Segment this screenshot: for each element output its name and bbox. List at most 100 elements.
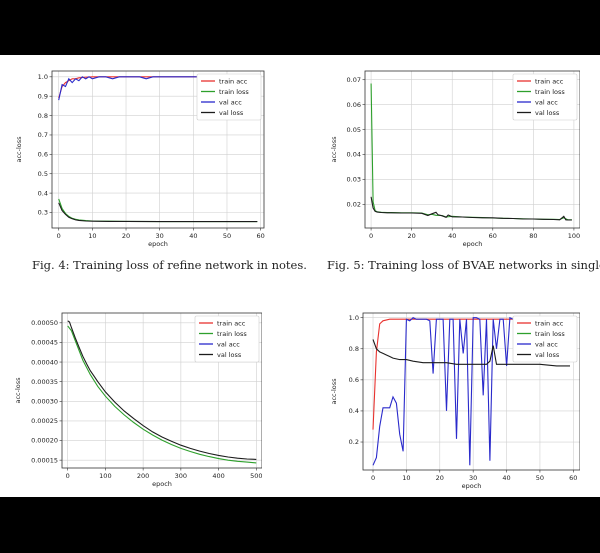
legend-label: val loss xyxy=(535,109,560,117)
axes-frame xyxy=(51,70,265,229)
axes-frame xyxy=(364,70,580,229)
legend-label: train acc xyxy=(217,319,246,327)
legend-label: val acc xyxy=(217,340,240,348)
legend-label: val acc xyxy=(219,98,242,106)
y-tick-label: 0.00045 xyxy=(31,339,58,347)
series-line-val-loss xyxy=(372,339,570,367)
y-tick-label: 1.0 xyxy=(349,314,359,322)
x-tick-label: 10 xyxy=(88,232,96,240)
y-tick-label: 0.4 xyxy=(38,189,48,197)
legend-label: train loss xyxy=(535,330,565,338)
x-tick-label: 100 xyxy=(99,472,111,480)
x-tick-label: 0 xyxy=(66,472,70,480)
x-axis-label: epoch xyxy=(152,480,172,488)
y-tick-label: 0.9 xyxy=(38,92,48,100)
y-tick-label: 0.8 xyxy=(349,345,359,353)
x-tick-label: 20 xyxy=(436,474,444,482)
figure-5-caption: Fig. 5: Training loss of BVAE networks i… xyxy=(327,258,600,272)
y-tick-label: 0.6 xyxy=(349,376,359,384)
y-tick-label: 0.00050 xyxy=(31,319,58,327)
legend-box xyxy=(194,315,260,363)
x-tick-label: 60 xyxy=(256,232,264,240)
x-tick-label: 60 xyxy=(489,232,497,240)
chart-bvae-networks: 0 20 40 60 80 100 0.02 0.03 0.04 0.05 0.06 0.07 epoc… xyxy=(330,70,580,248)
y-tick-label: 0.00020 xyxy=(31,437,58,445)
y-tick-label: 0.00035 xyxy=(31,378,58,386)
legend-box xyxy=(512,315,578,363)
y-tick-label: 0.00040 xyxy=(31,358,58,366)
y-tick-label: 0.2 xyxy=(349,438,359,446)
x-tick-label: 10 xyxy=(402,474,410,482)
y-tick-label: 0.05 xyxy=(347,126,361,134)
legend-label: train loss xyxy=(217,330,247,338)
x-tick-label: 300 xyxy=(175,472,187,480)
y-tick-label: 0.06 xyxy=(347,101,361,109)
series-line-val-loss xyxy=(370,196,572,221)
y-axis-label: acc-loss xyxy=(330,136,338,163)
y-tick-label: 0.07 xyxy=(347,76,361,84)
y-tick-label: 0.6 xyxy=(38,151,48,159)
legend-box xyxy=(512,73,578,121)
y-tick-label: 0.8 xyxy=(38,112,48,120)
y-tick-label: 0.3 xyxy=(38,209,48,217)
y-tick-label: 0.00030 xyxy=(31,397,58,405)
x-tick-label: 40 xyxy=(502,474,510,482)
legend-label: train acc xyxy=(535,77,564,85)
x-tick-label: 20 xyxy=(408,232,416,240)
y-axis-label: acc-loss xyxy=(15,136,23,163)
series-line-train-loss xyxy=(67,325,257,464)
legend-label: train acc xyxy=(219,77,248,85)
chart-bottom-left: 0 100 200 300 400 500 0.00015 0.00020 0.00025 0.0… xyxy=(14,312,262,488)
x-tick-label: 80 xyxy=(529,232,537,240)
chart-bottom-right: 0 10 20 30 40 50 60 0.2 0.4 0.6 0.8 1.0 epoch acc-los… xyxy=(330,312,580,490)
series-line-val-acc xyxy=(372,316,527,466)
x-tick-label: 30 xyxy=(156,232,164,240)
x-tick-label: 0 xyxy=(369,232,373,240)
legend-label: val acc xyxy=(535,98,558,106)
x-tick-label: 40 xyxy=(448,232,456,240)
x-tick-label: 30 xyxy=(469,474,477,482)
y-tick-label: 0.00015 xyxy=(31,456,58,464)
series-line-val-loss xyxy=(67,320,257,460)
legend-box xyxy=(196,73,262,121)
legend-label: val loss xyxy=(535,351,560,359)
figure-4-caption: Fig. 4: Training loss of refine network … xyxy=(32,258,307,272)
chart-refine-network: 0 10 20 30 40 50 60 0.3 0.4 0.5 0.6 0.7 0.8 0.9 1.0 epo… xyxy=(15,70,265,248)
axes-frame xyxy=(362,312,580,471)
x-axis-label: epoch xyxy=(463,240,483,248)
series-line-train-loss xyxy=(58,198,258,223)
y-tick-label: 0.04 xyxy=(347,151,361,159)
x-tick-label: 20 xyxy=(122,232,130,240)
x-tick-label: 50 xyxy=(223,232,231,240)
x-axis-label: epoch xyxy=(148,240,168,248)
legend-label: val acc xyxy=(535,340,558,348)
x-tick-label: 400 xyxy=(212,472,224,480)
x-tick-label: 50 xyxy=(536,474,544,482)
series-line-val-acc xyxy=(58,76,217,101)
series-line-val-loss xyxy=(58,202,258,223)
y-axis-label: acc-loss xyxy=(14,377,22,404)
x-tick-label: 0 xyxy=(371,474,375,482)
y-tick-label: 0.03 xyxy=(347,176,361,184)
y-tick-label: 0.5 xyxy=(38,170,48,178)
x-tick-label: 0 xyxy=(57,232,61,240)
y-tick-label: 0.00025 xyxy=(31,417,58,425)
legend-label: train loss xyxy=(219,88,249,96)
x-tick-label: 500 xyxy=(250,472,262,480)
y-tick-label: 0.4 xyxy=(349,407,359,415)
axes-frame xyxy=(61,312,262,469)
x-tick-label: 100 xyxy=(568,232,580,240)
x-tick-label: 40 xyxy=(189,232,197,240)
legend-label: val loss xyxy=(219,109,244,117)
x-tick-label: 200 xyxy=(137,472,149,480)
x-tick-label: 60 xyxy=(569,474,577,482)
y-axis-label: acc-loss xyxy=(330,378,338,405)
y-tick-label: 1.0 xyxy=(38,73,48,81)
y-tick-label: 0.7 xyxy=(38,131,48,139)
legend-label: train loss xyxy=(535,88,565,96)
x-axis-label: epoch xyxy=(462,482,482,490)
legend-label: train acc xyxy=(535,319,564,327)
legend-label: val loss xyxy=(217,351,242,359)
paper-page: 0 10 20 30 40 50 60 0.3 0.4 0.5 0.6 0.7 0.8 0.9 1.0 epo… xyxy=(0,55,600,497)
y-tick-label: 0.02 xyxy=(347,201,361,209)
